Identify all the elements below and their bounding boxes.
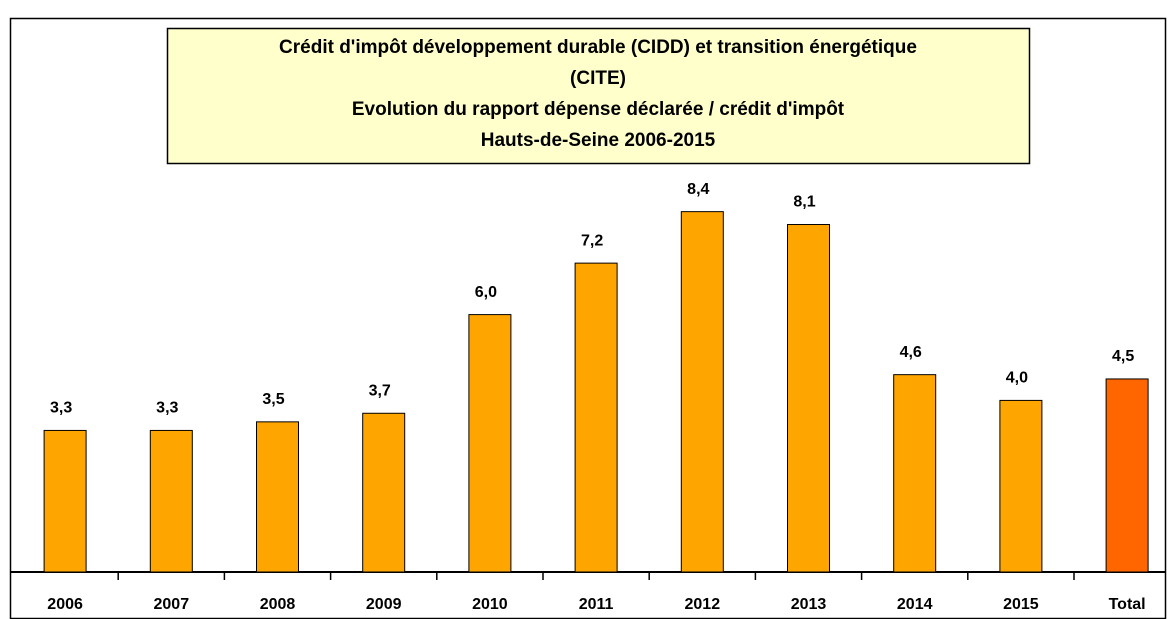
title-box	[166, 27, 1031, 165]
value-label: 6,0	[475, 284, 497, 301]
x-tick-label: 2015	[1003, 596, 1039, 613]
chart-title: Evolution du rapport dépense déclarée / …	[352, 99, 845, 120]
chart-title: Hauts-de-Seine 2006-2015	[481, 130, 716, 151]
value-label: 4,6	[900, 344, 922, 361]
bar	[574, 262, 618, 573]
bar	[787, 224, 830, 573]
x-tick-label: 2007	[154, 596, 190, 613]
x-tick-label: 2008	[260, 596, 296, 613]
value-label: 4,5	[1112, 348, 1134, 365]
chart-title: Crédit d'impôt développement durable (CI…	[279, 37, 917, 58]
value-label: 8,1	[793, 194, 815, 211]
value-label: 4,0	[1006, 370, 1028, 387]
bar	[362, 412, 406, 573]
x-tick-label: 2006	[47, 596, 83, 613]
value-label: 3,3	[50, 400, 72, 417]
bar	[893, 374, 937, 573]
bar	[680, 211, 724, 573]
bar	[999, 399, 1043, 573]
value-label: 3,7	[369, 382, 391, 399]
x-tick-label: 2014	[897, 596, 933, 613]
x-tick-label: Total	[1109, 596, 1146, 613]
value-label: 8,4	[687, 181, 709, 198]
x-tick-label: 2012	[685, 596, 721, 613]
x-tick-label: 2009	[366, 596, 402, 613]
bar	[149, 429, 193, 573]
value-label: 3,5	[262, 391, 284, 408]
bar	[468, 314, 512, 573]
bar	[43, 429, 87, 573]
bar	[1105, 378, 1149, 573]
x-tick-label: 2013	[791, 596, 827, 613]
bar	[256, 421, 299, 573]
x-tick-label: 2011	[579, 596, 614, 613]
chart-title: (CITE)	[570, 68, 626, 89]
value-label: 3,3	[156, 400, 178, 417]
value-label: 7,2	[581, 232, 603, 249]
x-tick-label: 2010	[472, 596, 508, 613]
